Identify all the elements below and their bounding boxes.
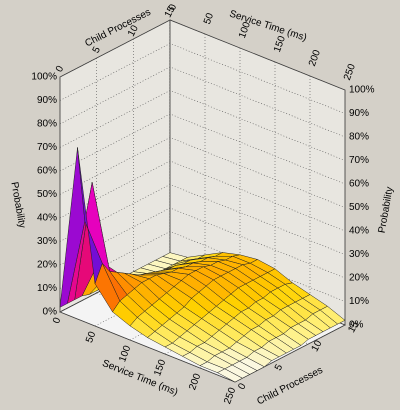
y-tick-label-top: 0 [54, 64, 67, 74]
z-grid-line [59, 90, 346, 161]
z-grid-line [59, 66, 346, 138]
y-tick-label-top: 15 [163, 4, 178, 19]
x-tick-label-top: 0 [167, 3, 179, 12]
surface-patch [216, 368, 243, 383]
x-tick-label-bottom: 50 [84, 330, 98, 345]
z-tick-label-right: 0% [349, 320, 364, 331]
z-tick-label-left: 70% [37, 142, 57, 153]
x-tick-label-bottom: 0 [51, 316, 63, 325]
z-tick-label-right: 30% [349, 249, 369, 260]
z-tick-label-right: 20% [349, 273, 369, 284]
z-tick-label-left: 40% [37, 213, 57, 224]
z-tick-label-left: 100% [31, 72, 57, 83]
z-tick-label-right: 40% [349, 226, 369, 237]
y-tick-label-top: 5 [91, 45, 104, 55]
z-tick-label-left: 10% [37, 283, 57, 294]
z-tick-label-right: 10% [349, 296, 369, 307]
z-grid-line [59, 184, 346, 255]
z-tick-label-left: 50% [37, 189, 57, 200]
y-tick-label-bottom: 0 [236, 381, 249, 391]
y-tick-label-bottom: 5 [273, 362, 286, 372]
z-tick-label-left: 60% [37, 166, 57, 177]
z-tick-label-left: 0% [43, 307, 58, 318]
z-tick-label-right: 90% [349, 108, 369, 119]
y-tick-label-bottom: 10 [310, 338, 325, 353]
y-tick-label-bottom: 15 [346, 319, 361, 334]
z-tick-label-right: 100% [349, 85, 375, 96]
y-tick-label-top: 10 [126, 23, 141, 38]
z-tick-label-right: 80% [349, 132, 369, 143]
x-tick-label-top: 50 [202, 11, 216, 26]
z-tick-label-left: 30% [37, 236, 57, 247]
z-tick-label-left: 80% [37, 119, 57, 130]
z-grid-line [59, 43, 346, 114]
z-grid-line [59, 19, 346, 91]
z-tick-label-right: 70% [349, 155, 369, 166]
z-tick-label-right: 60% [349, 179, 369, 190]
z-tick-label-left: 90% [37, 95, 57, 106]
z-grid-line [59, 207, 346, 279]
z-tick-label-right: 50% [349, 202, 369, 213]
z-tick-label-left: 20% [37, 260, 57, 271]
